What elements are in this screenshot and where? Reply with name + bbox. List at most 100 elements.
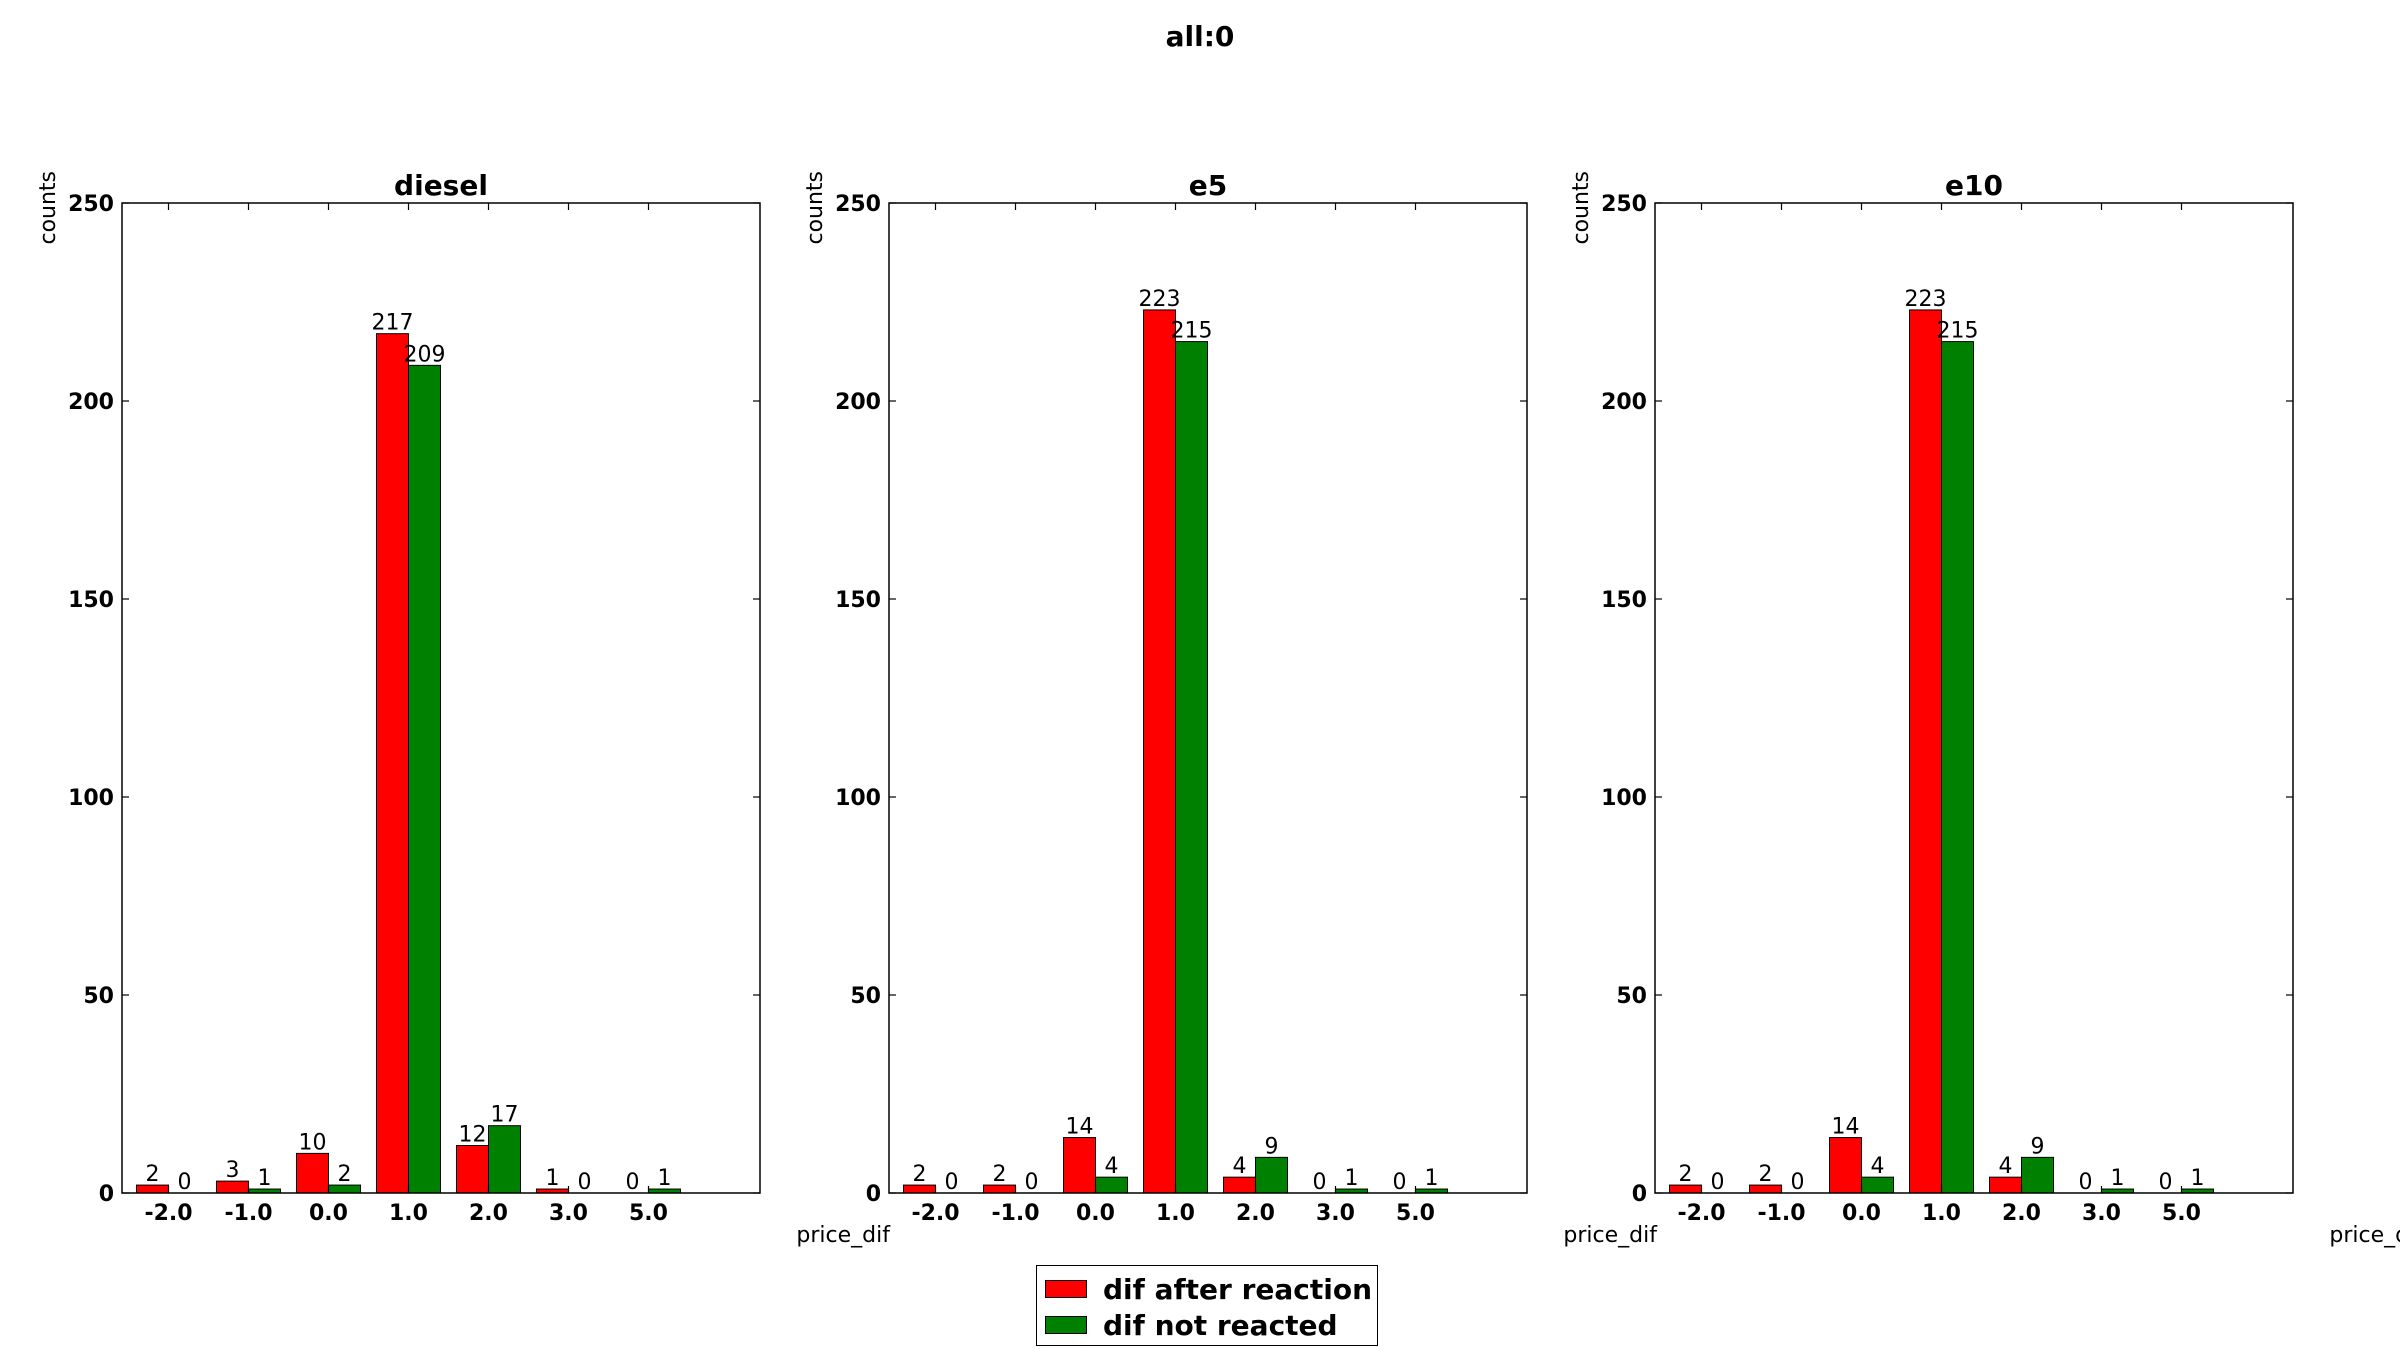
chart-title: e10 [1945,169,2003,202]
bar-after-reaction [376,333,409,1194]
data-label-not-reacted: 9 [1265,1134,1279,1159]
data-label-after-reaction: 223 [1139,287,1181,312]
x-tick-label: 5.0 [2162,1201,2201,1226]
x-tick-label: -2.0 [144,1201,192,1226]
data-label-not-reacted: 4 [1871,1154,1885,1179]
bar-not-reacted [1861,1176,1894,1194]
y-tick-label: 0 [866,1182,881,1207]
x-tick-label: 3.0 [1316,1201,1355,1226]
y-tick-label: 100 [1601,786,1647,811]
data-label-after-reaction: 2 [1679,1162,1693,1187]
plot-frame [121,202,761,1194]
bar-after-reaction [1829,1137,1862,1194]
legend-swatch-not-reacted [1045,1316,1087,1334]
data-label-after-reaction: 14 [1832,1115,1860,1140]
bar-after-reaction [1989,1176,2022,1194]
y-tick-label: 50 [850,984,881,1009]
y-tick-label: 150 [1601,588,1647,613]
data-label-not-reacted: 1 [658,1166,672,1191]
bar-not-reacted [408,364,441,1194]
data-label-after-reaction: 223 [1905,287,1947,312]
x-tick-label: 1.0 [1922,1201,1961,1226]
y-tick-label: 250 [1601,192,1647,217]
data-label-after-reaction: 0 [2079,1170,2093,1195]
chart-title: e5 [1189,169,1227,202]
data-label-not-reacted: 1 [1345,1166,1359,1191]
data-label-after-reaction: 12 [459,1122,487,1147]
y-tick-label: 200 [1601,390,1647,415]
bar-not-reacted [1941,341,1974,1194]
bar-after-reaction [1909,309,1942,1194]
data-label-after-reaction: 0 [1393,1170,1407,1195]
data-label-after-reaction: 1 [546,1166,560,1191]
data-label-not-reacted: 9 [2031,1134,2045,1159]
bar-after-reaction [1063,1137,1096,1194]
data-label-not-reacted: 1 [258,1166,272,1191]
data-label-after-reaction: 4 [1233,1154,1247,1179]
data-label-not-reacted: 0 [578,1170,592,1195]
bar-not-reacted [488,1125,521,1194]
y-tick-label: 200 [68,390,114,415]
x-tick-label: 1.0 [389,1201,428,1226]
x-tick-label: 0.0 [1076,1201,1115,1226]
x-axis-label: price_dif [796,1223,891,1248]
y-tick-label: 150 [68,588,114,613]
bar-after-reaction [456,1144,489,1194]
data-label-not-reacted: 0 [1711,1170,1725,1195]
figure-title: all:0 [1165,20,1235,53]
bar-after-reaction [296,1152,329,1194]
legend: dif after reaction dif not reacted [1036,1265,1378,1346]
data-label-not-reacted: 209 [404,342,446,367]
bar-not-reacted [1255,1156,1288,1194]
y-tick-label: 250 [68,192,114,217]
data-label-not-reacted: 1 [2191,1166,2205,1191]
x-tick-label: 1.0 [1156,1201,1195,1226]
x-tick-label: 5.0 [629,1201,668,1226]
data-label-not-reacted: 2 [338,1162,352,1187]
x-tick-label: 2.0 [1236,1201,1275,1226]
data-label-after-reaction: 2 [993,1162,1007,1187]
data-label-after-reaction: 3 [226,1158,240,1183]
data-label-after-reaction: 2 [1759,1162,1773,1187]
bar-after-reaction [1143,309,1176,1194]
y-tick-label: 0 [99,1182,114,1207]
data-label-not-reacted: 0 [1025,1170,1039,1195]
data-label-after-reaction: 14 [1066,1115,1094,1140]
x-axis-label: price_dif [2329,1223,2400,1248]
x-tick-label: -2.0 [911,1201,959,1226]
y-tick-label: 50 [1616,984,1647,1009]
x-tick-label: 2.0 [2002,1201,2041,1226]
y-axis-label: counts [803,171,828,245]
y-tick-label: 0 [1632,1182,1647,1207]
y-tick-label: 100 [835,786,881,811]
x-tick-label: 0.0 [309,1201,348,1226]
x-tick-label: -1.0 [1757,1201,1805,1226]
data-label-after-reaction: 2 [913,1162,927,1187]
y-tick-label: 150 [835,588,881,613]
data-label-after-reaction: 2 [146,1162,160,1187]
legend-item-after-reaction: dif after reaction [1045,1271,1372,1307]
legend-item-not-reacted: dif not reacted [1045,1307,1338,1343]
x-tick-label: -2.0 [1677,1201,1725,1226]
x-tick-label: -1.0 [224,1201,272,1226]
bar-not-reacted [1095,1176,1128,1194]
plot-frame [1654,202,2294,1194]
bar-not-reacted [1175,341,1208,1194]
data-label-not-reacted: 0 [1791,1170,1805,1195]
plot-frame [888,202,1528,1194]
y-axis-label: counts [1569,171,1594,245]
data-label-after-reaction: 0 [2159,1170,2173,1195]
data-label-not-reacted: 1 [2111,1166,2125,1191]
data-label-after-reaction: 217 [372,311,414,336]
legend-label-not-reacted: dif not reacted [1103,1308,1338,1342]
legend-label-after-reaction: dif after reaction [1103,1272,1373,1306]
y-tick-label: 200 [835,390,881,415]
x-tick-label: 2.0 [469,1201,508,1226]
data-label-not-reacted: 17 [491,1103,519,1128]
data-label-not-reacted: 215 [1171,319,1213,344]
